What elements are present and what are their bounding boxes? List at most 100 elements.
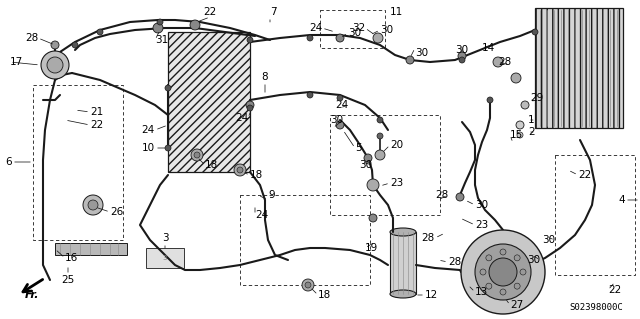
- Text: 22: 22: [578, 170, 591, 180]
- Text: 18: 18: [250, 170, 263, 180]
- Text: 3: 3: [162, 233, 168, 243]
- Circle shape: [520, 269, 526, 275]
- Text: 18: 18: [205, 160, 218, 170]
- Text: 11: 11: [390, 7, 403, 17]
- Bar: [146, 248, 184, 268]
- Bar: [240, 195, 370, 285]
- Circle shape: [500, 249, 506, 255]
- Text: 5: 5: [355, 143, 362, 153]
- Text: 16: 16: [65, 253, 78, 263]
- Circle shape: [165, 145, 171, 151]
- Ellipse shape: [390, 290, 416, 298]
- Text: 30: 30: [380, 25, 393, 35]
- Circle shape: [375, 150, 385, 160]
- Text: 9: 9: [268, 190, 275, 200]
- Circle shape: [194, 152, 200, 158]
- Circle shape: [336, 121, 344, 129]
- Circle shape: [514, 283, 520, 289]
- Text: 4: 4: [618, 195, 625, 205]
- Text: 30: 30: [542, 235, 555, 245]
- Text: 30: 30: [348, 28, 361, 38]
- Text: 30: 30: [330, 115, 343, 125]
- Text: Fr.: Fr.: [25, 290, 39, 300]
- Text: 29: 29: [530, 93, 543, 103]
- Text: 30: 30: [415, 48, 428, 58]
- Text: 21: 21: [90, 107, 103, 117]
- Circle shape: [72, 42, 78, 48]
- Bar: [55, 243, 127, 255]
- Circle shape: [369, 214, 377, 222]
- Circle shape: [41, 51, 69, 79]
- Circle shape: [165, 85, 171, 91]
- Circle shape: [480, 269, 486, 275]
- Text: 20: 20: [390, 140, 403, 150]
- Text: 14: 14: [482, 43, 495, 53]
- Text: 17: 17: [10, 57, 23, 67]
- Circle shape: [51, 41, 59, 49]
- Text: 22: 22: [204, 7, 216, 17]
- Circle shape: [88, 200, 98, 210]
- Circle shape: [336, 34, 344, 42]
- Text: S02398000C: S02398000C: [569, 303, 623, 312]
- Circle shape: [305, 282, 311, 288]
- Circle shape: [337, 95, 343, 101]
- Text: 15: 15: [510, 130, 524, 140]
- Circle shape: [493, 57, 503, 67]
- Text: 23: 23: [475, 220, 488, 230]
- Circle shape: [237, 167, 243, 173]
- Text: 31: 31: [155, 35, 168, 45]
- Circle shape: [246, 101, 254, 109]
- Text: 28: 28: [448, 257, 461, 267]
- Text: 28: 28: [498, 57, 511, 67]
- Text: 2: 2: [528, 127, 534, 137]
- Circle shape: [377, 117, 383, 123]
- Circle shape: [521, 101, 529, 109]
- Text: 24: 24: [141, 125, 155, 135]
- Text: 30: 30: [475, 200, 488, 210]
- Text: 3: 3: [163, 255, 167, 261]
- Circle shape: [489, 258, 517, 286]
- Circle shape: [406, 56, 414, 64]
- Text: 7: 7: [270, 7, 276, 17]
- Circle shape: [517, 132, 523, 138]
- Circle shape: [247, 37, 253, 43]
- Text: 24: 24: [235, 113, 248, 123]
- Text: 12: 12: [425, 290, 438, 300]
- Text: 1: 1: [528, 115, 534, 125]
- Circle shape: [459, 57, 465, 63]
- Text: 27: 27: [510, 300, 524, 310]
- Circle shape: [247, 105, 253, 111]
- Text: 24: 24: [308, 23, 322, 33]
- Text: 6: 6: [5, 157, 12, 167]
- Circle shape: [364, 154, 372, 162]
- Text: 30: 30: [456, 45, 468, 55]
- Text: 25: 25: [61, 275, 75, 285]
- Text: 10: 10: [142, 143, 155, 153]
- Text: 28: 28: [435, 190, 448, 200]
- Circle shape: [487, 97, 493, 103]
- Circle shape: [97, 29, 103, 35]
- Ellipse shape: [390, 228, 416, 236]
- Circle shape: [234, 164, 246, 176]
- Circle shape: [516, 121, 524, 129]
- Bar: [168, 32, 250, 172]
- Bar: [390, 232, 416, 294]
- Text: 26: 26: [110, 207, 124, 217]
- Circle shape: [511, 73, 521, 83]
- Text: 30: 30: [359, 160, 372, 170]
- Bar: [33, 85, 123, 240]
- Bar: [535, 8, 623, 128]
- Circle shape: [47, 57, 63, 73]
- Circle shape: [190, 20, 200, 30]
- Text: 23: 23: [390, 178, 403, 188]
- Circle shape: [486, 283, 492, 289]
- Text: 18: 18: [318, 290, 332, 300]
- Circle shape: [367, 179, 379, 191]
- Bar: [330, 115, 440, 215]
- Circle shape: [191, 149, 203, 161]
- Circle shape: [500, 289, 506, 295]
- Text: 30: 30: [527, 255, 540, 265]
- Bar: [555, 155, 635, 275]
- Text: 13: 13: [475, 287, 488, 297]
- Text: 28: 28: [25, 33, 38, 43]
